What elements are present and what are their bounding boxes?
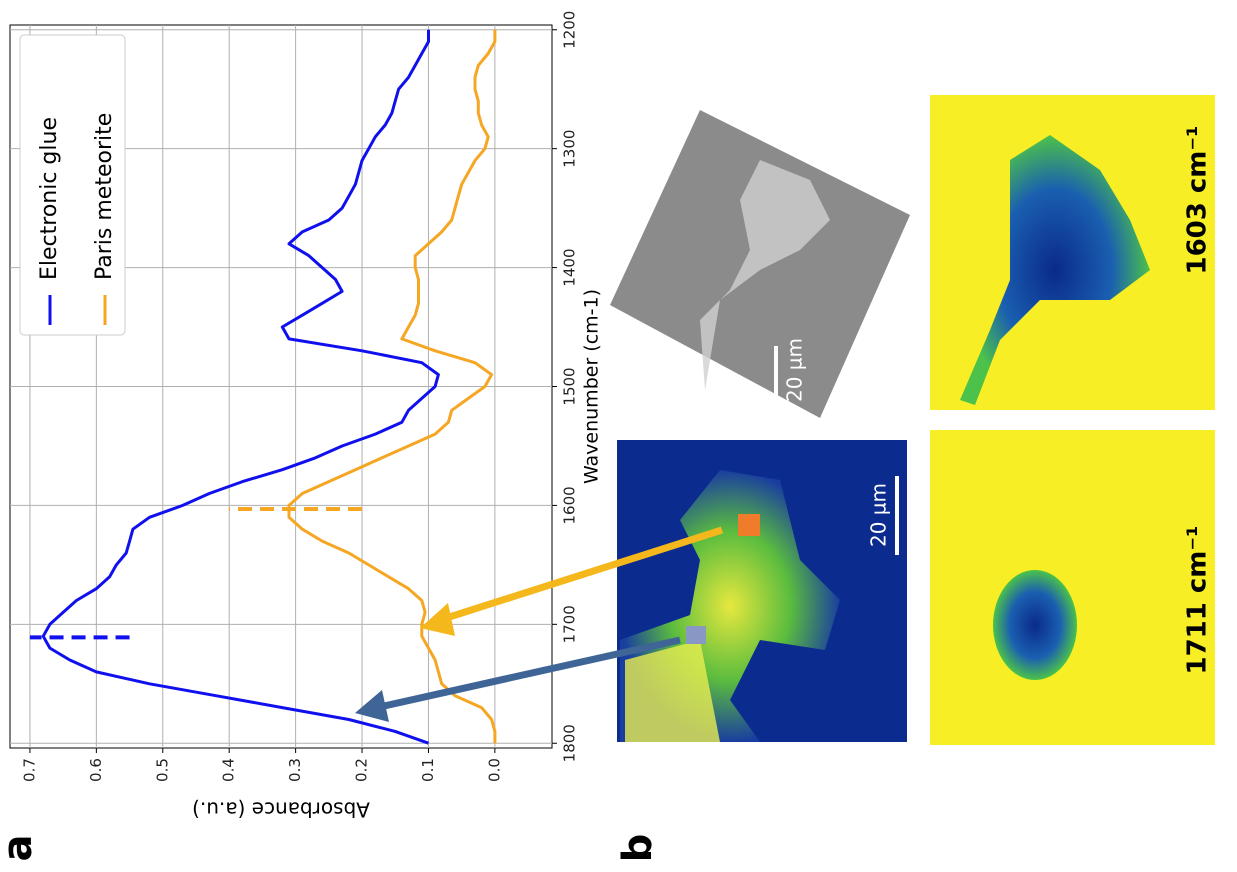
y-tick-label: 0.3 (286, 758, 304, 782)
data-line (287, 29, 497, 744)
map-1603: 1603 cm⁻¹ (930, 95, 1215, 410)
scale-label: 20 µm (867, 483, 891, 547)
y-tick-label: 0.5 (153, 758, 171, 782)
data-line (41, 29, 440, 745)
y-tick-label: 0.7 (20, 758, 38, 782)
sem-image: 20 µm (610, 110, 910, 418)
panel-label: a (0, 835, 41, 862)
y-tick-label: 0.1 (419, 758, 437, 782)
panel-label: b (615, 834, 661, 863)
x-tick-label: 1300 (561, 130, 579, 168)
scale-label: 20 µm (783, 338, 807, 402)
y-tick-label: 0.4 (220, 758, 238, 782)
legend-box (19, 34, 126, 336)
x-tick-label: 1800 (561, 724, 579, 762)
legend-label: Paris meteorite (92, 113, 117, 280)
arrows (355, 526, 724, 722)
plot: 0.0 0.1 0.2 0.3 0.4 0.5 0.6 0.7 1200 1300 1400 1500… (9, 11, 603, 822)
map-label: 1711 cm⁻¹ (1183, 525, 1213, 674)
map-1711: 1711 cm⁻¹ (930, 430, 1215, 745)
x-axis-label: Wavenumber (cm-1) (581, 289, 603, 484)
x-tick-label: 1400 (561, 248, 579, 286)
x-tick-label: 1600 (561, 486, 579, 524)
x-tick-label: 1700 (561, 605, 579, 643)
x-tick-label: 1200 (561, 11, 579, 49)
y-tick-label: 0.6 (87, 758, 105, 782)
y-axis-label: Absorbance (a.u.) (192, 798, 370, 822)
x-tick-label: 1500 (561, 367, 579, 405)
legend-label: Electronic glue (37, 117, 62, 280)
ir-map: 20 µm (617, 440, 907, 742)
y-tick-label: 0.2 (353, 758, 371, 782)
map-label: 1603 cm⁻¹ (1183, 125, 1213, 274)
y-tick-label: 0.0 (485, 758, 503, 782)
